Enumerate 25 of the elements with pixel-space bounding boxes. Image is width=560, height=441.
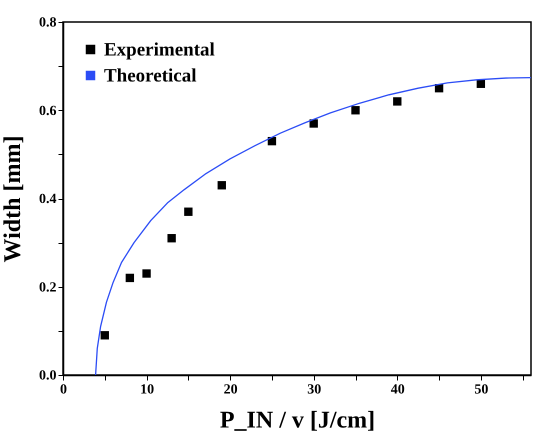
point — [100, 331, 109, 340]
point — [310, 119, 318, 128]
y-tick-label: 0.8 — [39, 16, 56, 30]
point — [142, 269, 151, 278]
legend-label: Theoretical — [104, 66, 197, 86]
legend-label: Experimental — [104, 40, 215, 60]
point — [218, 181, 226, 190]
x-tick-label: 50 — [474, 382, 488, 398]
x-axis-title: P_IN / v [J/cm] — [220, 408, 376, 434]
point — [126, 274, 134, 282]
point — [393, 97, 402, 106]
y-tick-label: 0.0 — [39, 368, 56, 384]
point — [476, 80, 486, 88]
point — [351, 106, 360, 114]
y-tick-label: 0.4 — [39, 192, 56, 207]
x-tick-label: 40 — [390, 382, 405, 398]
y-tick-label: 0.6 — [39, 104, 56, 119]
x-tick-label: 0 — [60, 382, 67, 398]
x-tick-label: 10 — [140, 382, 154, 398]
point — [184, 208, 193, 216]
y-axis-title: Width [mm] — [0, 136, 26, 262]
x-tick-label: 30 — [307, 382, 322, 398]
point — [167, 234, 176, 242]
x-tick-label: 20 — [224, 382, 238, 398]
y-tick-label: 0.2 — [39, 280, 56, 296]
